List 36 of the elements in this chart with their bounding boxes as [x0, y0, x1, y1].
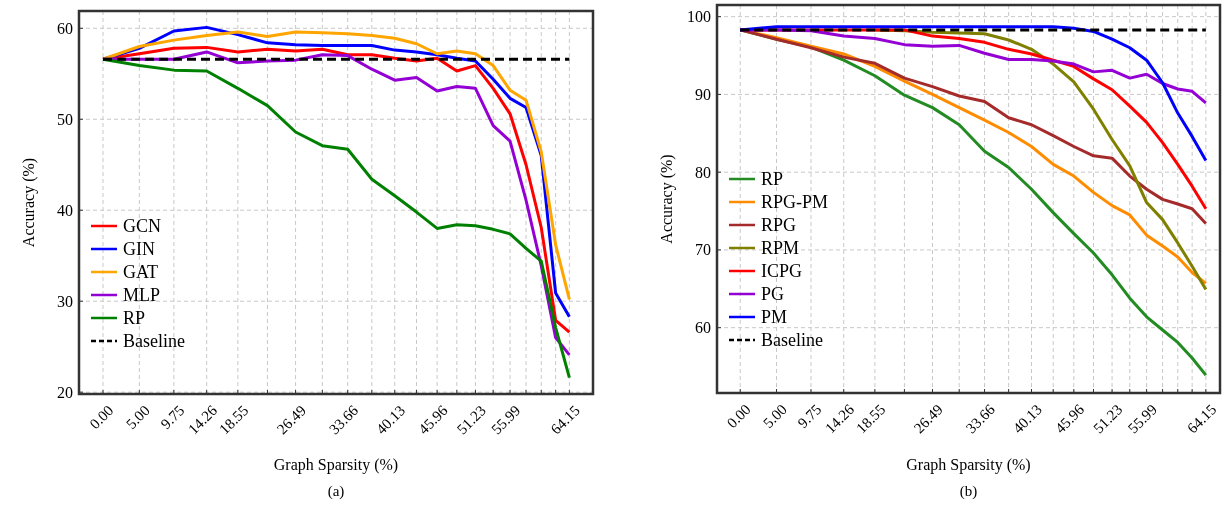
x-tick-label: 0.00 [723, 401, 754, 432]
x-tick-label: 0.00 [86, 402, 117, 433]
legend-label: GIN [123, 239, 155, 259]
y-tick-label: 40 [57, 201, 73, 219]
legend-label: Baseline [761, 330, 823, 350]
y-tick-label: 50 [57, 110, 73, 128]
x-axis-title: Graph Sparsity (%) [906, 456, 1031, 474]
y-tick-label: 100 [687, 8, 711, 26]
x-tick-label: 5.00 [122, 402, 153, 433]
y-tick-label: 20 [57, 383, 73, 401]
legend-label: Baseline [123, 331, 185, 351]
y-tick-label: 80 [695, 163, 711, 181]
x-tick-label: 9.75 [157, 402, 188, 433]
legend-label: GAT [123, 262, 158, 282]
text: (a) [327, 483, 345, 500]
y-axis-title: Accuracy (%) [658, 154, 676, 244]
legend-label: PG [761, 284, 785, 304]
x-tick-label: 5.00 [760, 401, 790, 432]
y-tick-label: 60 [695, 319, 711, 337]
legend-label: MLP [123, 285, 161, 305]
legend-label: RPG [761, 215, 797, 235]
y-tick-label: 90 [695, 85, 711, 103]
legend-label: ICPG [761, 261, 803, 281]
legend-label: PM [761, 307, 788, 327]
legend-label: RP [123, 308, 146, 328]
y-tick-label: 70 [695, 241, 711, 259]
x-axis-title: Graph Sparsity (%) [273, 456, 399, 474]
legend-label: RP [761, 169, 784, 189]
y-axis-title: Accuracy (%) [20, 157, 38, 248]
y-tick-label: 30 [57, 292, 73, 310]
x-tick-label: 9.75 [794, 401, 825, 432]
legend-label: GCN [123, 216, 162, 236]
y-tick-label: 60 [57, 19, 73, 37]
legend-label: RPM [761, 238, 800, 258]
text: (b) [959, 483, 978, 500]
legend-label: RPG-PM [761, 192, 829, 212]
